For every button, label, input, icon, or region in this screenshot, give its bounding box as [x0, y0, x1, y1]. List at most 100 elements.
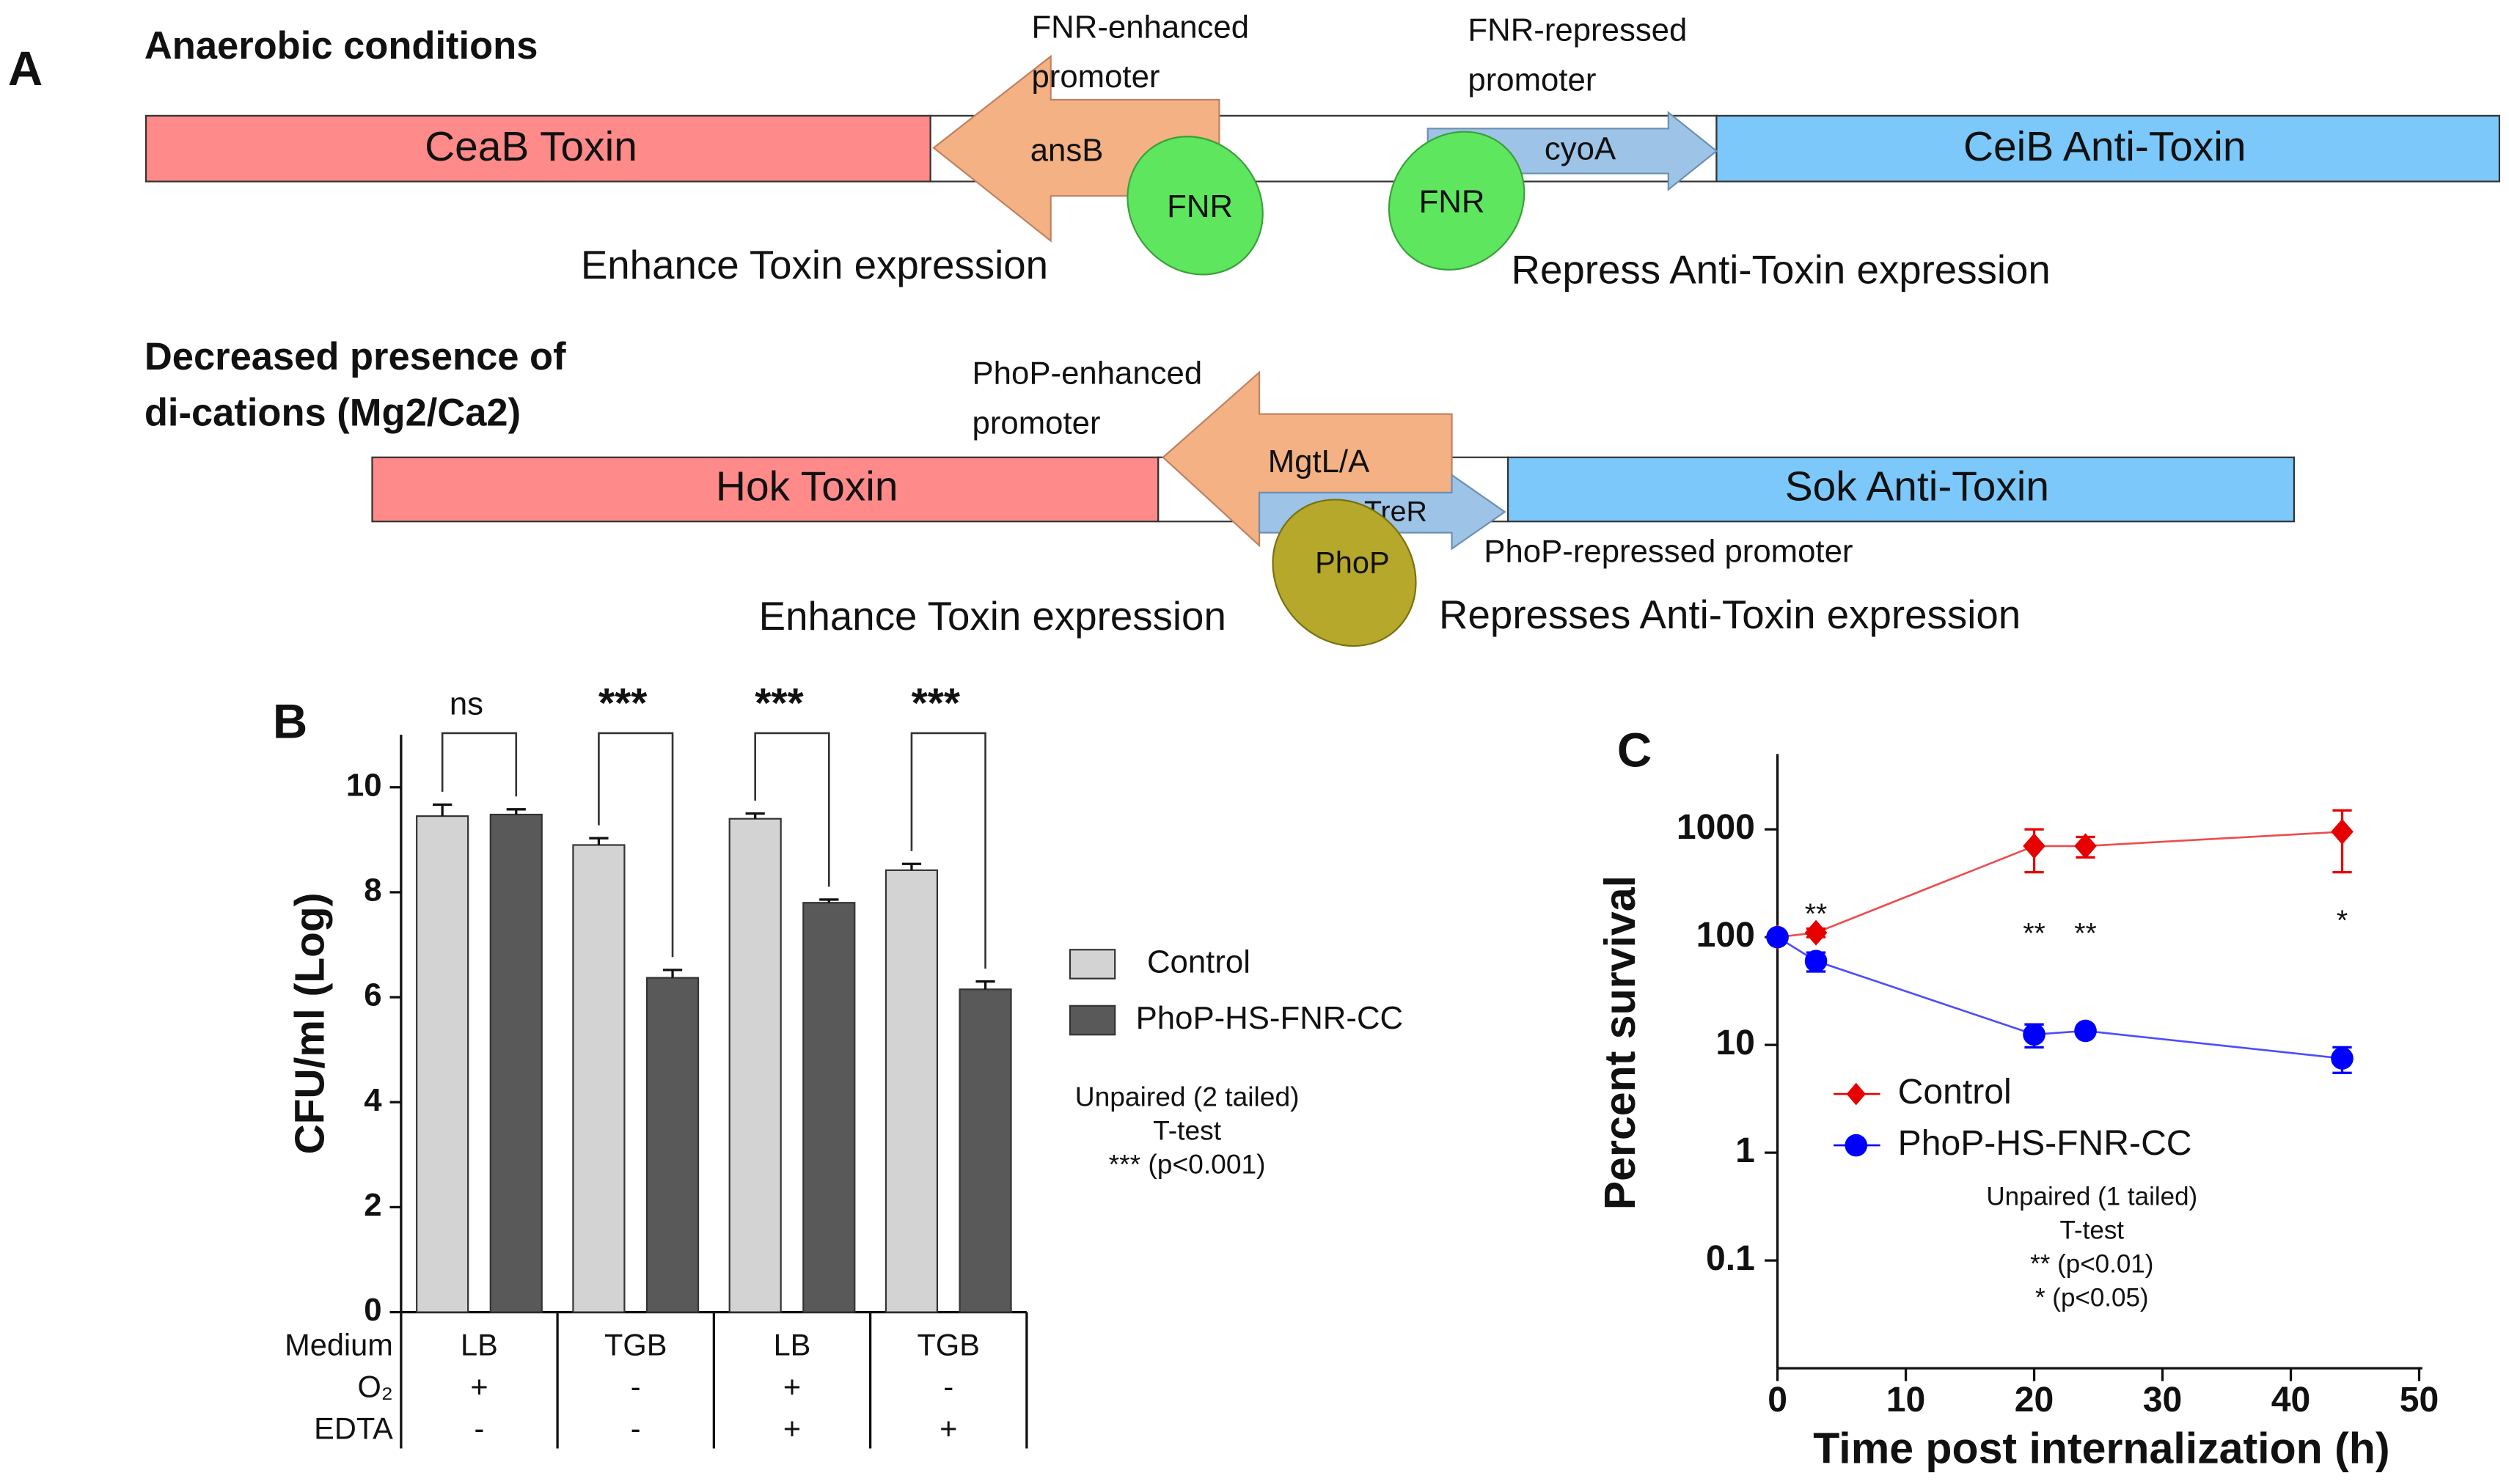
note: T-test: [1153, 1114, 1222, 1145]
y-axis-label: Percent survival: [1596, 875, 1644, 1210]
series-line: [1776, 936, 2343, 1059]
condition-value: TGB: [917, 1328, 980, 1362]
panel-c: C 0.1 1 10 100 1000 0 10 20 30 40 50 Time post inter…: [1596, 724, 2439, 1473]
x-tick-label: 40: [2271, 1380, 2311, 1419]
significance-bracket: [598, 732, 674, 958]
condition-value: -: [631, 1370, 641, 1404]
regulator: [1127, 136, 1264, 276]
legend-label: PhoP-HS-FNR-CC: [1898, 1123, 2192, 1163]
significance-label: ns: [450, 686, 483, 721]
x-tick-label: 20: [2015, 1380, 2054, 1419]
regulator-label: PhoP: [1315, 545, 1390, 579]
gene-label: CeaB Toxin: [425, 124, 637, 170]
panel-b: B 0 2 4 6 8 10 CFU/ml (Log) ns LB + - *** TGB - - *** LB +…: [273, 680, 1403, 1449]
effect-label: Represses Anti-Toxin expression: [1439, 592, 2021, 637]
significance-bracket: [910, 732, 986, 969]
gene-label: CeiB Anti-Toxin: [1963, 124, 2246, 170]
condition-label: Medium: [285, 1328, 393, 1362]
data-point: [1804, 949, 1828, 973]
data-point: [2074, 1019, 2097, 1043]
regulator: [1272, 499, 1417, 647]
promoter-label: PhoP-enhanced: [973, 356, 1203, 392]
significance-bracket: [441, 732, 518, 797]
bar: [416, 815, 469, 1313]
data-point: [1804, 919, 1828, 946]
y-tick-label: 10: [1715, 1023, 1755, 1062]
gene-label: Sok Anti-Toxin: [1785, 464, 2049, 510]
data-point: [2023, 833, 2045, 859]
x-tick-label: 30: [2143, 1380, 2183, 1419]
y-tick-label: 8: [364, 872, 381, 908]
legend-marker: [1845, 1134, 1868, 1157]
panel-a: A Anaerobic conditions CeaB Toxin CeiB A…: [8, 9, 2500, 647]
significance-label: **: [2023, 917, 2045, 949]
note: * (p<0.05): [2035, 1283, 2149, 1312]
condition-value: +: [783, 1411, 801, 1445]
bar: [884, 869, 939, 1313]
note: Unpaired (2 tailed): [1075, 1081, 1300, 1112]
y-tick-label: 10: [346, 767, 382, 803]
condition-value: TGB: [604, 1328, 667, 1362]
significance-label: ***: [912, 680, 961, 727]
bar: [959, 988, 1012, 1313]
promoter-gene: MgtL/A: [1268, 444, 1370, 480]
data-point: [2023, 1023, 2045, 1046]
significance-bracket: [754, 732, 830, 887]
significance-label: **: [2074, 917, 2097, 949]
legend-swatch: [1069, 949, 1116, 980]
y-tick-label: 1: [1735, 1131, 1755, 1170]
promoter-gene: cyoA: [1545, 131, 1616, 167]
legend-swatch: [1069, 1004, 1116, 1036]
condition-value: -: [943, 1370, 953, 1404]
significance-label: ***: [755, 680, 804, 727]
legend-marker: [1846, 1082, 1866, 1106]
effect-label: Enhance Toxin expression: [759, 593, 1226, 639]
condition-value: -: [475, 1411, 485, 1445]
condition-label: EDTA: [314, 1411, 393, 1445]
condition-value: +: [939, 1411, 957, 1445]
bar: [728, 818, 782, 1313]
promoter-label: promoter: [1031, 59, 1160, 95]
x-tick-label: 10: [1886, 1380, 1926, 1419]
panel-label: B: [273, 694, 307, 748]
row-title: di-cations (Mg2/Ca2): [144, 392, 521, 435]
toxin-gene: [371, 456, 1160, 523]
significance-label: **: [1805, 898, 1828, 930]
promoter-label: FNR-enhanced: [1031, 9, 1249, 45]
legend-label: Control: [1898, 1072, 2012, 1112]
legend-label: PhoP-HS-FNR-CC: [1136, 1000, 1403, 1036]
gene-label: Hok Toxin: [716, 464, 898, 510]
data-point: [1766, 925, 1789, 949]
y-tick-label: 0.1: [1706, 1238, 1755, 1278]
y-tick-label: 6: [364, 977, 381, 1013]
regulator-label: FNR: [1419, 184, 1485, 220]
panel-label: C: [1617, 724, 1652, 777]
significance-label: ***: [598, 680, 648, 727]
x-tick-label: 50: [2400, 1380, 2439, 1419]
toxin-gene: [144, 114, 931, 183]
condition-value: LB: [461, 1328, 498, 1362]
y-tick-label: 4: [364, 1082, 382, 1118]
bar: [489, 813, 543, 1313]
series-line: [1777, 831, 2343, 938]
row-title: Decreased presence of: [144, 335, 566, 378]
y-tick-label: 2: [364, 1187, 381, 1223]
promoter-label: promoter: [973, 405, 1101, 441]
note: ** (p<0.01): [2030, 1249, 2153, 1278]
promoter-label: FNR-repressed: [1468, 12, 1687, 48]
x-axis-label: Time post internalization (h): [1813, 1424, 2389, 1472]
y-tick-label: 1000: [1677, 807, 1755, 847]
y-axis-label: CFU/ml (Log): [287, 892, 334, 1154]
bar: [572, 844, 626, 1313]
bar: [645, 977, 700, 1313]
promoter-label: promoter: [1468, 62, 1596, 98]
row-title: Anaerobic conditions: [144, 24, 538, 67]
regulator-label: FNR: [1167, 188, 1233, 224]
y-tick-label: 100: [1696, 915, 1755, 955]
antitoxin-gene: [1507, 456, 2295, 523]
condition-value: +: [470, 1370, 488, 1404]
condition-value: LB: [774, 1328, 811, 1362]
promoter-gene: ansB: [1030, 133, 1104, 169]
bar: [802, 902, 856, 1313]
